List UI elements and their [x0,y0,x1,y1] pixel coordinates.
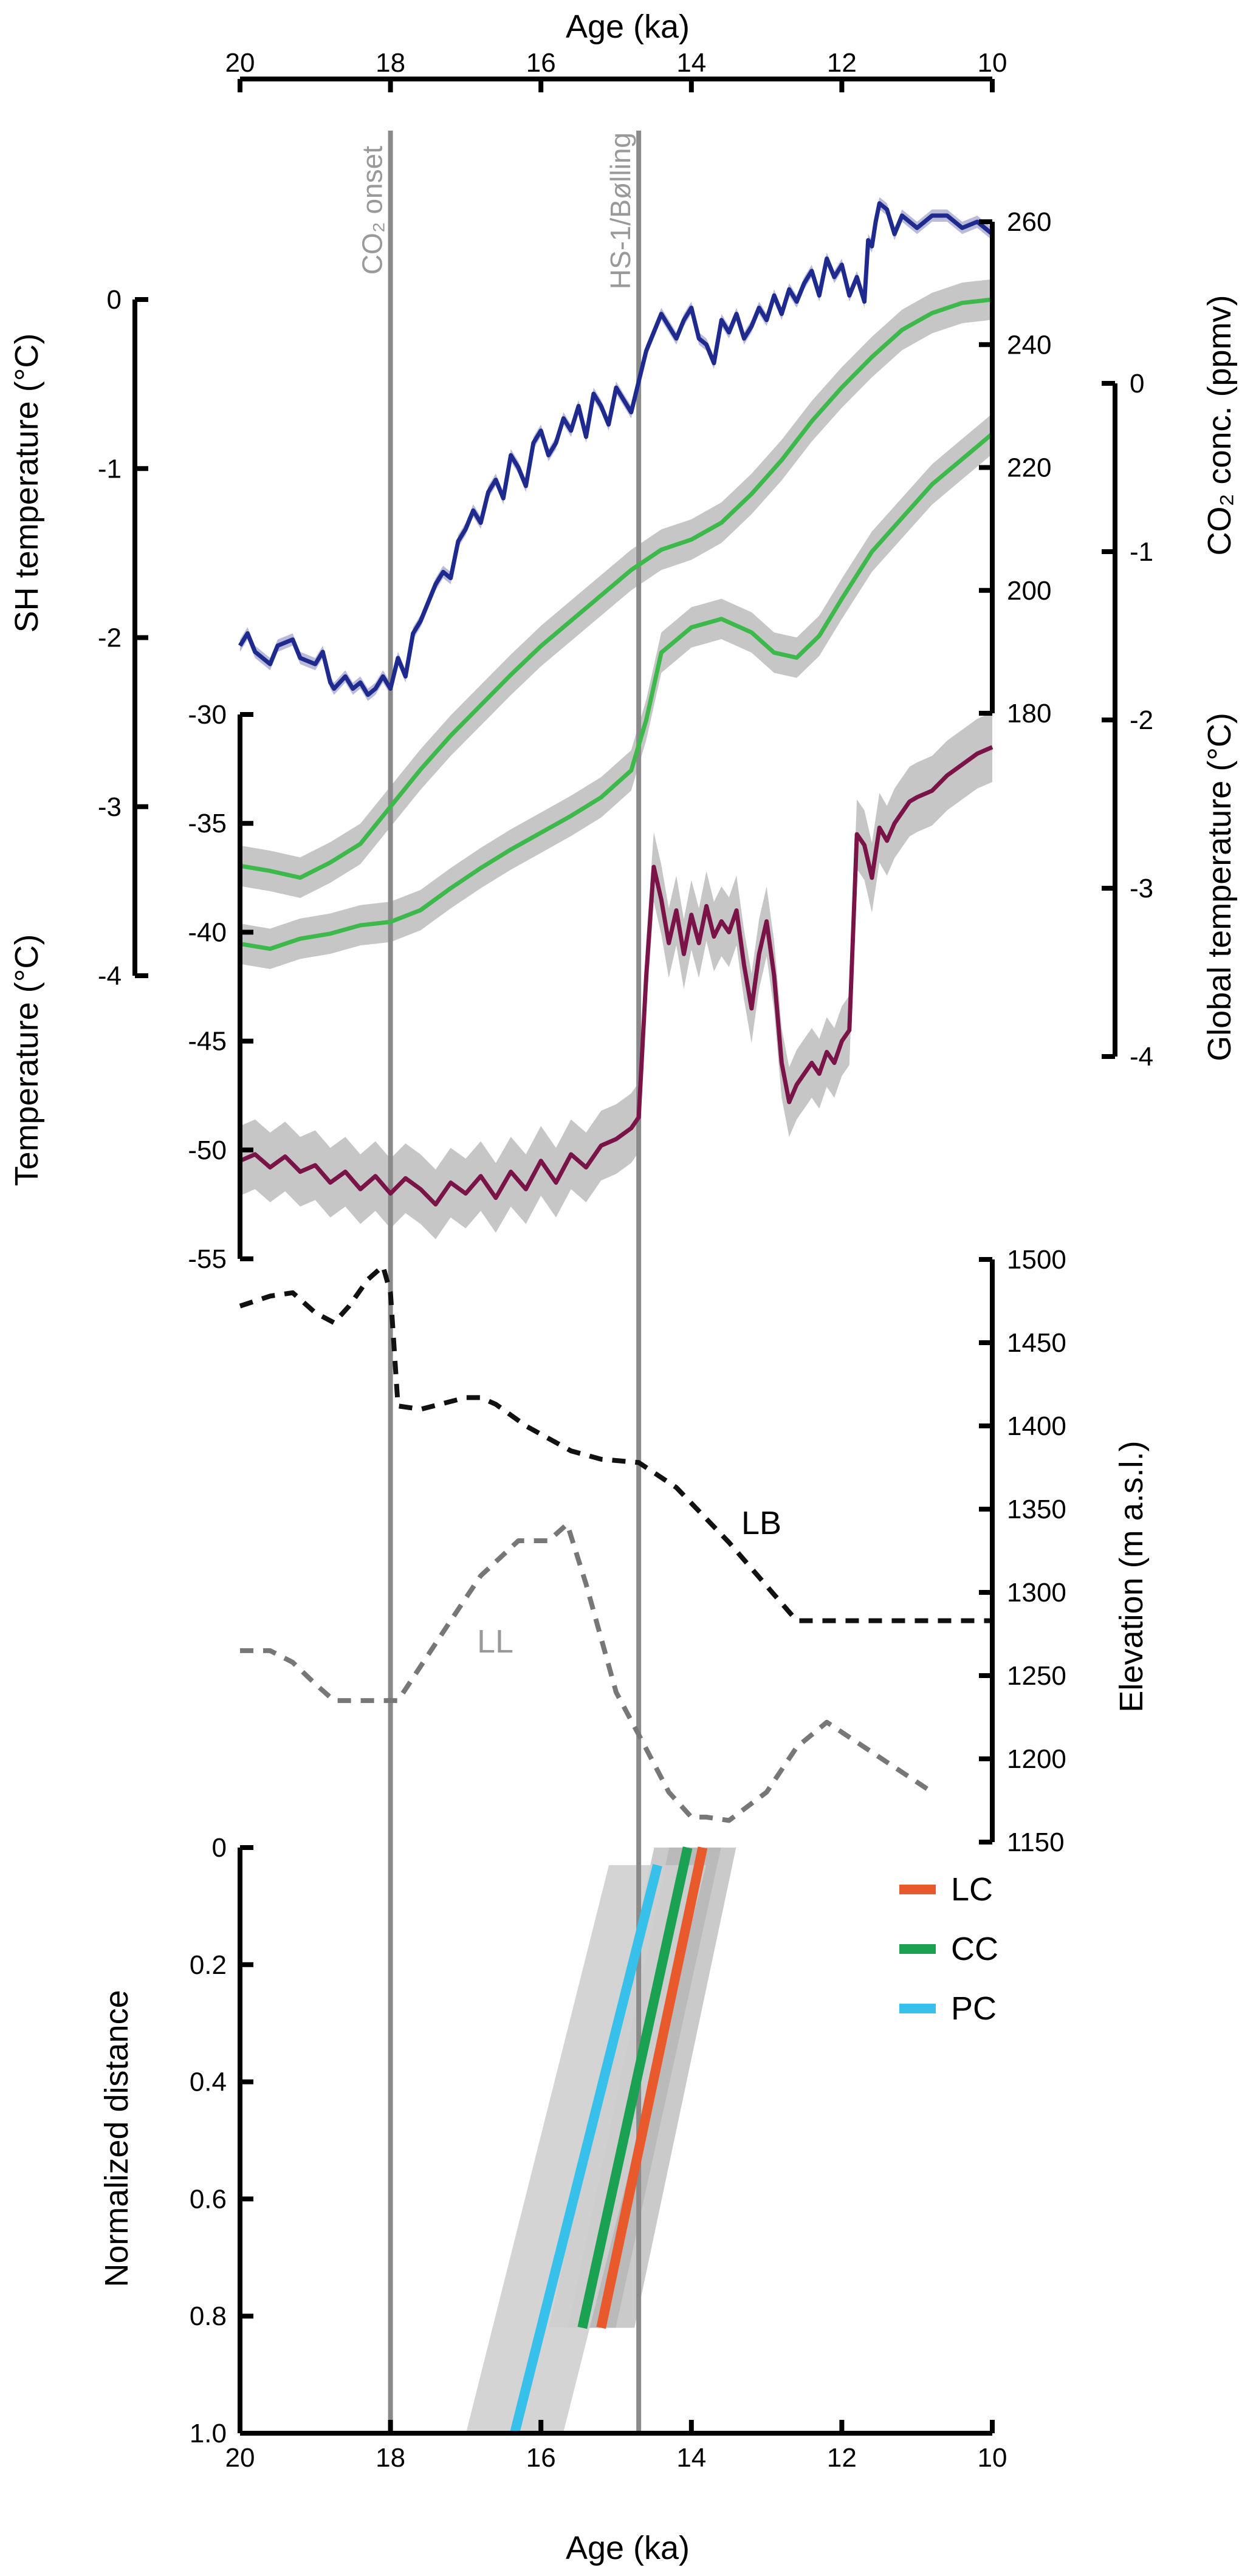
top-x-tick-label: 14 [676,48,706,78]
temp-y-tick-label: -40 [188,917,227,947]
ll-line [240,1521,934,1823]
elevation-axis-label: Elevation (m a.s.l.) [1113,1440,1150,1712]
legend: LC CC PC [899,1871,998,2027]
top-x-tick-label: 20 [225,48,255,78]
elev-y-tick-label: 1450 [1007,1328,1066,1358]
normalized-distance-axis-label: Normalized distance [98,1990,135,2287]
nd-y-tick-label: 0.6 [190,2184,227,2214]
lc-line [596,1846,708,2329]
sh-y-tick-label: -2 [98,623,122,653]
top-x-axis-label: Age (ka) [566,9,690,45]
uncertainty-bands [240,197,992,2433]
co2-line [238,201,994,697]
bottom-x-tick-label: 10 [978,2443,1007,2473]
nd-y-tick-label: 0.8 [190,2301,227,2331]
sh-y-tick-label: -1 [98,454,122,484]
temperature-line [239,745,993,1207]
top-x-tick-label: 16 [526,48,556,78]
temp-y-tick-label: -55 [188,1244,227,1274]
pc-line [510,1863,662,2434]
bottom-x-axis-label: Age (ka) [566,2530,690,2566]
co2-y-tick-label: 180 [1007,699,1051,728]
top-x-tick-label: 12 [827,48,857,78]
co2-axis-label: CO₂ conc. (ppmv) [1201,295,1238,555]
co2-onset-label: CO₂ onset [357,146,388,275]
nd-y-tick-label: 1.0 [190,2419,227,2448]
nd-y-tick-label: 0 [212,1833,227,1863]
data-lines [238,201,994,2434]
sh-y-tick-label: -3 [98,792,122,822]
glob-y-tick-label: 0 [1130,369,1144,399]
elev-y-tick-label: 1300 [1007,1578,1066,1608]
temperature-band [240,712,992,1239]
co2-y-tick-label: 220 [1007,453,1051,483]
global-temperature-line [239,432,994,951]
hs1-bolling-label: HS-1/Bølling [605,132,636,289]
temp-y-tick-label: -35 [188,809,227,838]
sh-y-tick-label: -4 [98,961,122,991]
lb-line [239,1263,992,1623]
legend-label-lc: LC [951,1871,993,1908]
nd-y-tick-label: 0.2 [190,1950,227,1980]
temperature-axis-label: Temperature (°C) [9,934,45,1187]
glob-y-tick-label: -3 [1130,874,1153,903]
bottom-x-tick-label: 20 [225,2443,255,2473]
glob-y-tick-label: -4 [1130,1042,1153,1072]
legend-label-pc: PC [951,1990,997,2027]
legend-label-cc: CC [951,1931,998,1967]
co2-y-tick-label: 260 [1007,207,1051,237]
cc-line [577,1846,693,2329]
global-temperature-axis-label: Global temperature (°C) [1201,713,1238,1061]
bottom-x-tick-label: 16 [526,2443,556,2473]
elev-y-tick-label: 1500 [1007,1245,1066,1275]
bottom-x-tick-label: 12 [827,2443,857,2473]
top-x-tick-label: 18 [376,48,405,78]
temp-y-tick-label: -50 [188,1136,227,1165]
top-x-tick-label: 10 [978,48,1007,78]
temp-y-tick-label: -45 [188,1027,227,1057]
co2-y-tick-label: 240 [1007,330,1051,360]
bottom-x-tick-label: 14 [676,2443,706,2473]
axes [132,77,1117,2436]
nd-y-tick-label: 0.4 [190,2067,227,2097]
glob-y-tick-label: -1 [1130,537,1153,567]
co2-y-tick-label: 200 [1007,576,1051,606]
sh-y-tick-label: 0 [107,285,122,315]
tick-labels: 20 18 16 14 12 10 20 18 16 14 12 10 0 -1 -2 -3 -4 260 240 2… [98,48,1153,2473]
elev-y-tick-label: 1400 [1007,1411,1066,1441]
lb-annotation: LB [741,1505,781,1541]
elev-y-tick-label: 1200 [1007,1744,1066,1774]
sh-temperature-axis-label: SH temperature (°C) [9,334,45,633]
ll-annotation: LL [477,1623,513,1660]
elev-y-tick-label: 1250 [1007,1661,1066,1691]
elev-y-tick-label: 1350 [1007,1495,1066,1524]
temp-y-tick-label: -30 [188,700,227,730]
bottom-x-tick-label: 18 [376,2443,405,2473]
elev-y-tick-label: 1150 [1007,1828,1065,1857]
glob-y-tick-label: -2 [1130,705,1153,735]
sh-temperature-line [239,297,993,880]
